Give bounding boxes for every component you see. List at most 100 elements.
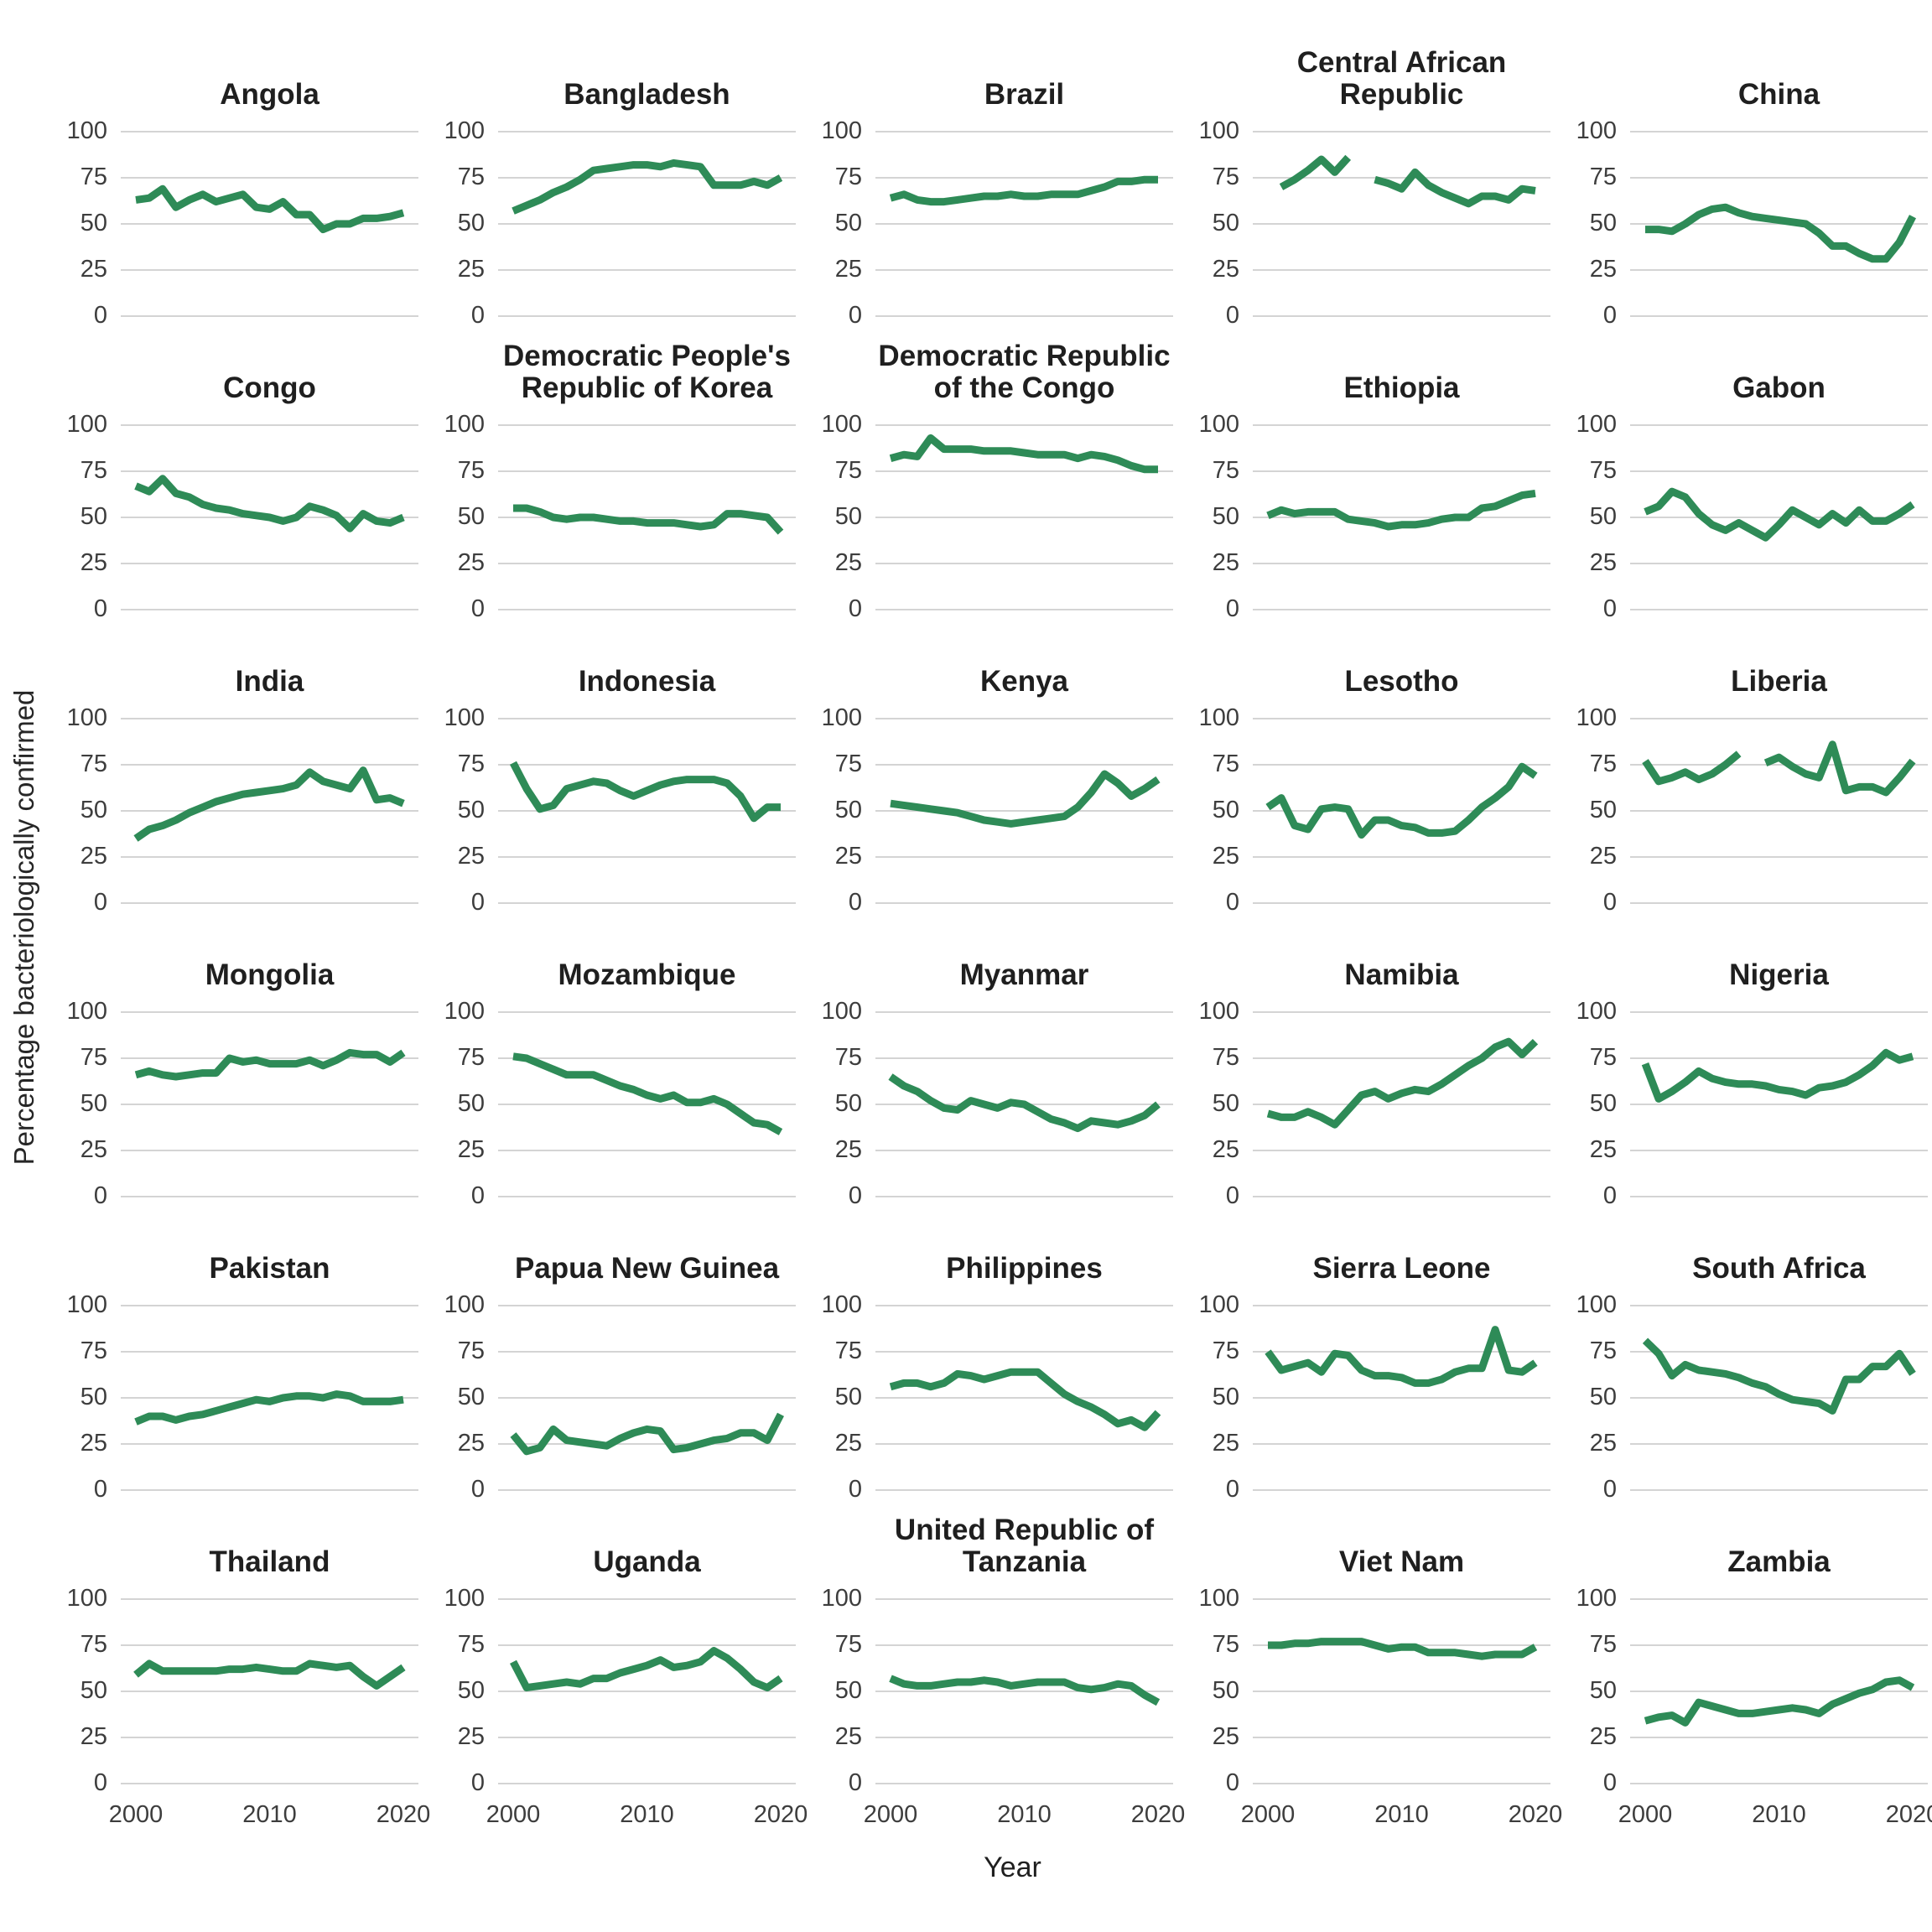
y-tick-label: 100 <box>1576 1291 1617 1318</box>
y-tick-label: 100 <box>1198 410 1239 438</box>
y-axis-ticks: 100 75 50 25 0 <box>49 1291 121 1503</box>
data-line <box>1763 740 1916 797</box>
facet-plot <box>875 1598 1173 1784</box>
y-axis-ticks: 100 75 50 25 0 <box>426 704 498 916</box>
y-axis-ticks: 100 75 50 25 0 <box>1181 998 1253 1209</box>
y-tick-label: 100 <box>821 1291 862 1318</box>
y-tick-label: 25 <box>80 1429 107 1457</box>
y-tick-label: 0 <box>93 1475 107 1503</box>
y-tick-label: 100 <box>66 704 107 731</box>
facet-title: Mozambique <box>558 958 736 992</box>
y-axis-ticks: 100 75 50 25 0 <box>1181 1585 1253 1796</box>
y-axis-ticks: 100 75 50 25 0 <box>803 704 875 916</box>
y-axis-ticks: 100 75 50 25 0 <box>1558 117 1630 329</box>
y-tick-label: 75 <box>1589 1630 1617 1658</box>
y-axis-ticks: 100 75 50 25 0 <box>1558 1291 1630 1503</box>
data-line <box>1641 1048 1914 1103</box>
x-tick-label: 2010 <box>1374 1801 1429 1828</box>
facet-panel: Democratic People's Republic of Korea 100… <box>426 332 796 622</box>
y-tick-label: 100 <box>1576 410 1617 438</box>
y-axis-ticks: 100 75 50 25 0 <box>1558 704 1630 916</box>
data-line <box>1266 489 1536 531</box>
facet-plot <box>121 424 418 610</box>
y-tick-label: 25 <box>457 1722 485 1750</box>
facet-panel: Namibia 100 75 50 25 0 <box>1181 919 1550 1209</box>
data-line <box>512 158 783 215</box>
facet-title: Pakistan <box>209 1252 330 1285</box>
data-line <box>134 1048 406 1081</box>
facet-plot <box>498 718 796 904</box>
x-axis-title: Year <box>984 1852 1041 1883</box>
y-tick-label: 75 <box>457 1043 485 1071</box>
x-tick-label: 2020 <box>1130 1801 1186 1828</box>
y-tick-label: 25 <box>1589 842 1617 870</box>
y-tick-label: 0 <box>93 1768 107 1796</box>
facet-title: Angola <box>220 78 319 112</box>
y-tick-label: 75 <box>1212 456 1239 484</box>
y-tick-label: 50 <box>80 209 107 236</box>
facet-panel: Viet Nam 100 75 50 25 0 2000 2010 2020 <box>1181 1506 1563 1830</box>
facet-plot <box>875 424 1173 610</box>
y-tick-label: 0 <box>1225 888 1239 916</box>
facet-panel: Pakistan 100 75 50 25 0 <box>49 1213 418 1503</box>
y-tick-label: 0 <box>848 1768 862 1796</box>
data-line <box>134 1390 404 1426</box>
facet-panel: Angola 100 75 50 25 0 <box>49 39 418 329</box>
y-tick-label: 75 <box>834 1337 862 1364</box>
facet-plot <box>498 1011 796 1197</box>
facet-title: Democratic Republic of the Congo <box>878 340 1171 405</box>
facet-panel: India 100 75 50 25 0 <box>49 626 418 916</box>
y-tick-label: 25 <box>1212 1135 1239 1163</box>
facet-title: Central African Republic <box>1296 46 1507 112</box>
facet-panel: Philippines 100 75 50 25 0 <box>803 1213 1173 1503</box>
y-tick-label: 75 <box>834 163 862 190</box>
y-tick-label: 50 <box>1212 1089 1239 1117</box>
y-tick-label: 75 <box>457 456 485 484</box>
y-axis-ticks: 100 75 50 25 0 <box>1181 704 1253 916</box>
data-line <box>1265 1326 1538 1387</box>
y-tick-label: 25 <box>1212 1722 1239 1750</box>
y-tick-label: 100 <box>444 997 485 1025</box>
facet-title: Brazil <box>984 78 1065 112</box>
facet-grid: Angola 100 75 50 25 0 Bangladesh 100 75 50 25 0 Braz… <box>49 39 1932 1830</box>
y-axis-ticks: 100 75 50 25 0 <box>49 411 121 622</box>
y-tick-label: 25 <box>834 1722 862 1750</box>
facet-panel: Myanmar 100 75 50 25 0 <box>803 919 1173 1209</box>
facet-plot <box>1630 718 1928 904</box>
y-tick-label: 50 <box>834 1676 862 1704</box>
facet-title: South Africa <box>1692 1252 1866 1285</box>
y-tick-label: 75 <box>1589 1337 1617 1364</box>
facet-title: Congo <box>223 371 316 405</box>
facet-title: Gabon <box>1732 371 1826 405</box>
y-tick-label: 25 <box>80 255 107 283</box>
facet-title: Papua New Guinea <box>514 1252 780 1285</box>
y-tick-label: 0 <box>470 301 485 329</box>
y-tick-label: 75 <box>1212 750 1239 777</box>
y-tick-label: 50 <box>1212 502 1239 530</box>
y-tick-label: 50 <box>834 796 862 823</box>
y-tick-label: 0 <box>848 1475 862 1503</box>
x-tick-label: 2000 <box>1618 1801 1673 1828</box>
y-tick-label: 0 <box>1225 595 1239 622</box>
facet-panel: Congo 100 75 50 25 0 <box>49 332 418 622</box>
y-tick-label: 50 <box>457 1089 485 1117</box>
y-tick-label: 50 <box>457 502 485 530</box>
figure: Percentage bacteriologically confirmed A… <box>8 39 1932 1883</box>
y-axis-ticks: 100 75 50 25 0 <box>1181 411 1253 622</box>
facet-panel: Kenya 100 75 50 25 0 <box>803 626 1173 916</box>
facet-title: India <box>235 665 304 699</box>
y-tick-label: 75 <box>80 1630 107 1658</box>
y-tick-label: 25 <box>1589 548 1617 576</box>
data-line <box>889 175 1158 206</box>
y-tick-label: 50 <box>1589 796 1617 823</box>
facet-title: Uganda <box>593 1545 701 1579</box>
y-tick-label: 0 <box>1225 1768 1239 1796</box>
facet-title: Myanmar <box>959 958 1089 992</box>
y-tick-label: 50 <box>834 502 862 530</box>
y-tick-label: 75 <box>80 1043 107 1071</box>
x-tick-label: 2000 <box>1240 1801 1296 1828</box>
facet-title: Thailand <box>209 1545 330 1579</box>
facet-plot <box>1253 131 1550 317</box>
y-tick-label: 25 <box>1212 842 1239 870</box>
y-tick-label: 50 <box>80 1383 107 1410</box>
